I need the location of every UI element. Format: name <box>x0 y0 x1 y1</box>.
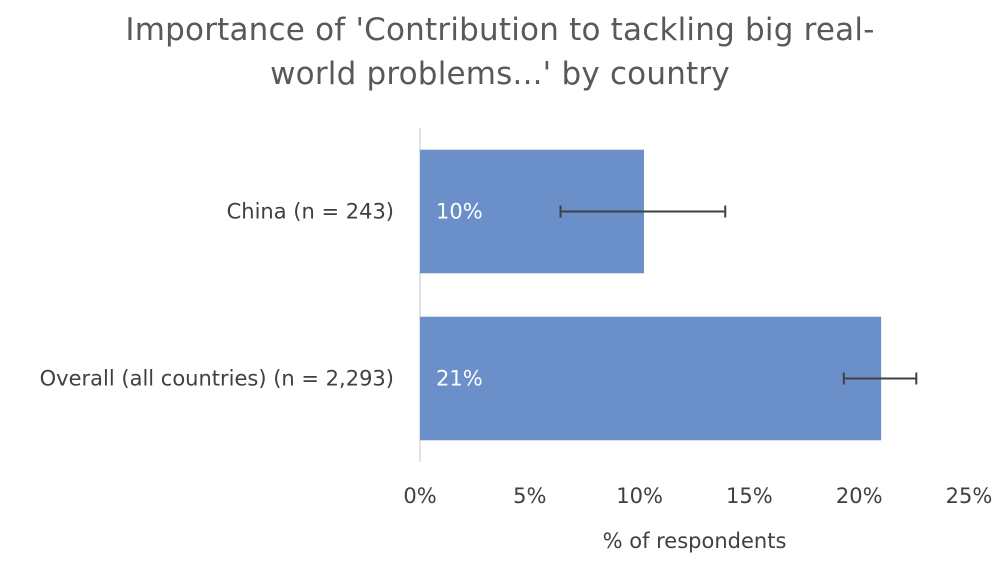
x-tick-label-3: 15% <box>726 484 773 508</box>
data-label-1: 21% <box>436 367 483 391</box>
x-tick-label-2: 10% <box>616 484 663 508</box>
x-tick-label-4: 20% <box>836 484 883 508</box>
category-label-1: Overall (all countries) (n = 2,293) <box>40 367 394 391</box>
x-axis-title: % of respondents <box>603 529 787 553</box>
x-tick-label-0: 0% <box>403 484 436 508</box>
x-tick-label-5: 25% <box>946 484 993 508</box>
bar-1 <box>420 317 881 441</box>
category-label-0: China (n = 243) <box>227 200 394 224</box>
x-tick-label-1: 5% <box>513 484 546 508</box>
data-label-0: 10% <box>436 200 483 224</box>
